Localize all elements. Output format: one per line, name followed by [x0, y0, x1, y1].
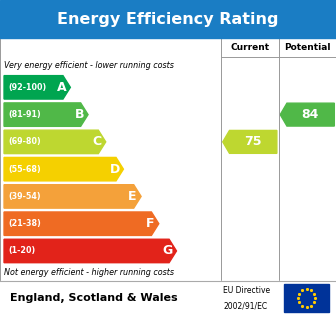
Text: (69-80): (69-80) — [8, 137, 41, 146]
Polygon shape — [4, 185, 141, 208]
Polygon shape — [4, 76, 70, 99]
Text: Very energy efficient - lower running costs: Very energy efficient - lower running co… — [4, 61, 174, 70]
Polygon shape — [4, 103, 88, 126]
Polygon shape — [4, 130, 106, 154]
Text: D: D — [110, 163, 120, 176]
Text: (92-100): (92-100) — [8, 83, 46, 92]
Text: Energy Efficiency Rating: Energy Efficiency Rating — [57, 12, 279, 27]
Text: C: C — [92, 135, 101, 148]
Text: E: E — [128, 190, 136, 203]
Text: (39-54): (39-54) — [8, 192, 41, 201]
Bar — [0, 38, 336, 281]
Text: 2002/91/EC: 2002/91/EC — [223, 301, 267, 310]
Text: (1-20): (1-20) — [8, 246, 35, 255]
Text: 75: 75 — [244, 135, 261, 148]
Bar — [0, 281, 336, 315]
Text: 84: 84 — [301, 108, 319, 121]
Polygon shape — [223, 130, 277, 153]
Text: A: A — [57, 81, 66, 94]
Text: Not energy efficient - higher running costs: Not energy efficient - higher running co… — [4, 268, 174, 277]
Bar — [0, 0, 336, 38]
Text: Current: Current — [230, 43, 269, 52]
Text: England, Scotland & Wales: England, Scotland & Wales — [10, 293, 178, 303]
Text: (21-38): (21-38) — [8, 219, 41, 228]
Text: (55-68): (55-68) — [8, 165, 41, 174]
Text: Potential: Potential — [284, 43, 331, 52]
Polygon shape — [4, 212, 159, 235]
Bar — [284, 284, 329, 312]
Polygon shape — [4, 158, 123, 181]
Text: F: F — [146, 217, 154, 230]
Polygon shape — [4, 239, 176, 263]
Text: EU Directive: EU Directive — [223, 286, 270, 295]
Text: (81-91): (81-91) — [8, 110, 41, 119]
Text: B: B — [75, 108, 84, 121]
Text: G: G — [163, 244, 173, 257]
Polygon shape — [280, 103, 334, 126]
